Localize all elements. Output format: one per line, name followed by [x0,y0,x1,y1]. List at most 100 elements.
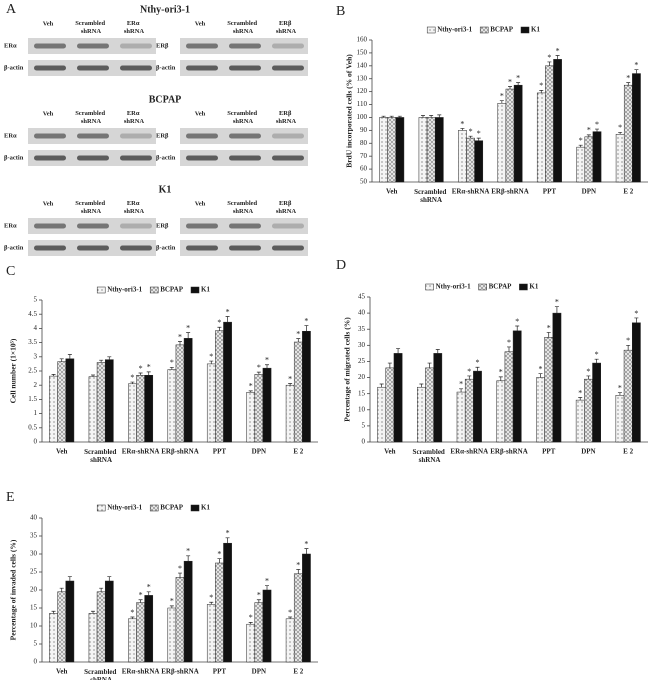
error-bar [67,354,72,359]
x-tick-label: ERβ-shRNA [161,448,199,456]
y-tick-label: 0 [34,438,38,446]
error-bar [389,115,394,118]
significance-mark: * [265,356,269,365]
bar [302,553,311,663]
bar [65,358,75,443]
x-tick-label: Veh [386,188,398,196]
error-bar [578,397,583,401]
bar [584,378,593,443]
bar [497,103,507,183]
blot-band [229,43,261,49]
y-tick-label: 0 [34,658,38,666]
bar [167,369,177,443]
bar [128,383,137,443]
bar [96,362,106,443]
y-tick-label: 1 [34,409,38,417]
significance-mark: * [579,136,583,145]
error-bar [178,572,182,578]
significance-mark: * [556,46,560,55]
bar [246,623,256,663]
y-tick-label: 160 [357,36,368,44]
bar [262,367,272,443]
legend-label: K1 [531,26,540,34]
legend-swatch [479,26,489,34]
blot-band [272,245,304,251]
bar [456,391,466,443]
significance-mark: * [586,367,590,376]
error-bar [225,537,230,544]
significance-mark: * [634,309,638,318]
legend-label: Nthy-ori3-1 [437,26,472,34]
error-bar [107,356,112,360]
row-label: β-actin [4,64,24,71]
significance-mark: * [539,81,543,90]
panel-label: A [6,2,17,17]
bar [57,591,67,663]
lane-label: ERα shRNA [124,200,145,215]
blot-band [34,155,66,161]
y-tick-label: 10 [30,622,38,630]
significance-mark: * [147,363,151,372]
x-tick-label: ERβ-shRNA [161,668,199,676]
significance-mark: * [595,350,599,359]
error-bar [107,576,112,581]
significance-mark: * [288,374,292,383]
blot-band [272,223,304,229]
significance-mark: * [539,365,543,374]
significance-mark: * [296,329,300,338]
bar [183,560,193,663]
bar [377,386,387,443]
legend-label: Nthy-ori3-1 [436,283,471,291]
x-tick-label: Scrambled shRNA [414,188,448,204]
lane-label: Veh [195,110,206,117]
y-tick-label: 1.5 [28,395,37,403]
significance-mark: * [217,550,221,559]
significance-mark: * [296,560,300,569]
significance-mark: * [634,61,638,70]
error-bar [265,585,270,590]
blot-band [77,133,109,139]
error-bar [419,383,424,388]
bar [393,353,403,443]
row-label: ERα [4,222,17,229]
error-bar [186,332,191,339]
error-bar [626,344,631,351]
significance-mark: * [249,382,253,391]
bar [144,595,154,663]
bar [552,312,562,443]
lane-label: Scrambled shRNA [75,200,107,215]
x-tick-label: Scrambled shRNA [84,668,118,680]
significance-mark: * [257,591,261,600]
significance-mark: * [257,363,261,372]
error-bar [498,376,503,381]
bar [262,589,272,663]
error-bar [225,316,230,323]
significance-mark: * [587,126,591,135]
bar [504,351,514,443]
error-bar [516,82,521,86]
legend-swatch [190,286,200,294]
error-bar [437,114,442,118]
significance-mark: * [178,332,182,341]
x-tick-label: DPN [252,668,266,676]
x-tick-label: ERα-shRNA [122,668,160,676]
legend-swatch [96,286,106,294]
y-tick-label: 20 [358,373,366,381]
error-bar [546,332,551,338]
significance-mark: * [209,593,213,602]
error-bar [99,587,104,592]
blot-band [77,65,109,71]
bar [285,618,295,663]
error-bar [515,325,520,331]
y-tick-label: 2.5 [28,367,37,375]
error-bar [296,338,301,343]
error-bar [296,569,301,574]
bar [175,344,185,443]
bar [512,330,522,443]
significance-mark: * [500,92,504,101]
bar [88,613,98,663]
lane-label: ERβ shRNA [276,110,297,125]
bar [183,338,193,443]
bar [215,562,224,663]
